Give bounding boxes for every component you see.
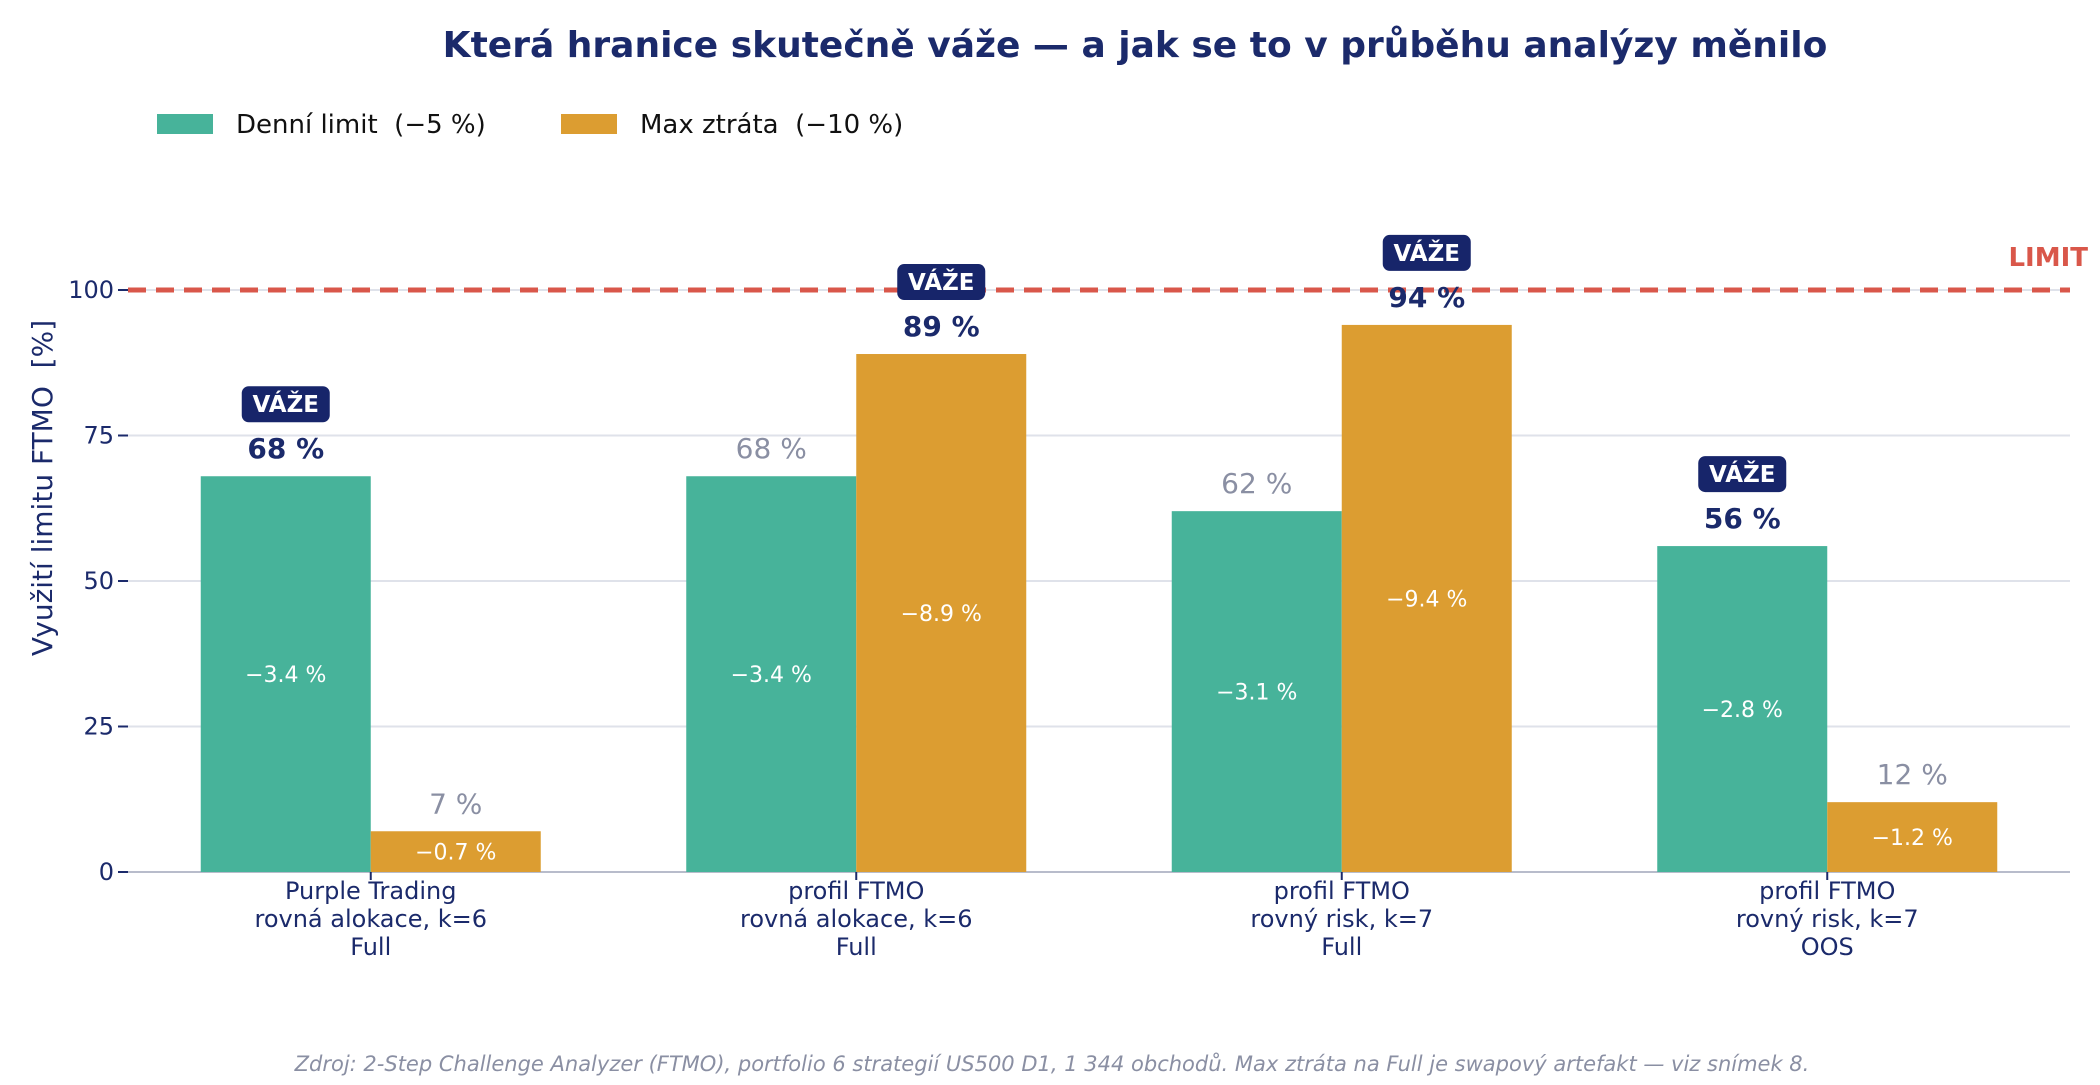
y-axis: 0 25 50 75 100 bbox=[68, 276, 128, 886]
y-tick-label: 0 bbox=[99, 858, 114, 886]
bar-value-label: 56 % bbox=[1704, 502, 1781, 535]
bar-inner-label: −1.2 % bbox=[1872, 826, 1953, 851]
y-axis-label: Využití limitu FTMO [%] bbox=[26, 320, 59, 656]
legend: Denní limit (−5 %) Max ztráta (−10 %) bbox=[157, 110, 903, 140]
category-label: profil FTMO bbox=[788, 877, 924, 905]
category-label: rovný risk, k=7 bbox=[1250, 905, 1433, 933]
bar-inner-label: −3.1 % bbox=[1216, 681, 1297, 706]
category-label: Full bbox=[836, 933, 877, 961]
y-tick-label: 100 bbox=[68, 276, 114, 304]
binding-badge bbox=[241, 386, 330, 423]
category-label: profil FTMO bbox=[1759, 877, 1895, 905]
binding-badge-label: VÁŽE bbox=[253, 390, 319, 418]
category-label: rovná alokace, k=6 bbox=[740, 905, 973, 933]
bar bbox=[1657, 546, 1828, 872]
bar-inner-label: −2.8 % bbox=[1702, 698, 1783, 723]
binding-badge bbox=[1698, 456, 1787, 493]
binding-badge bbox=[897, 264, 986, 301]
binding-badge-label: VÁŽE bbox=[1394, 239, 1460, 267]
bar-value-label: 68 % bbox=[247, 432, 324, 465]
category-label: Purple Trading bbox=[285, 877, 456, 905]
bar bbox=[1341, 324, 1512, 872]
bar-labels: −3.4 % 68 % VÁŽE −0.7 % 7 % −3.4 % 68 % −8.9 % 8… bbox=[241, 234, 1953, 866]
y-tick-label: 75 bbox=[83, 422, 114, 450]
bar bbox=[856, 354, 1027, 872]
category-label: rovná alokace, k=6 bbox=[254, 905, 487, 933]
binding-badge-label: VÁŽE bbox=[908, 268, 974, 296]
binding-badge-label: VÁŽE bbox=[1709, 460, 1775, 488]
bar bbox=[1827, 802, 1998, 872]
bars bbox=[200, 324, 1998, 872]
bar-value-label: 68 % bbox=[736, 432, 807, 465]
bar-inner-label: −8.9 % bbox=[901, 602, 982, 627]
limit-line-group: LIMIT bbox=[128, 243, 2088, 293]
legend-label-daily-limit: Denní limit (−5 %) bbox=[236, 110, 486, 140]
binding-badge bbox=[1382, 234, 1471, 271]
bar-value-label: 89 % bbox=[903, 310, 980, 343]
bar bbox=[1171, 511, 1342, 872]
bar bbox=[370, 831, 541, 872]
chart-title: Která hranice skutečně váže — a jak se t… bbox=[443, 25, 1828, 66]
bar bbox=[686, 476, 857, 872]
bar-value-label: 62 % bbox=[1221, 467, 1292, 500]
bar-inner-label: −9.4 % bbox=[1386, 587, 1467, 612]
y-tick-label: 50 bbox=[83, 567, 114, 595]
legend-swatch-daily-limit bbox=[157, 114, 213, 134]
bar-inner-label: −3.4 % bbox=[731, 663, 812, 688]
category-label: rovný risk, k=7 bbox=[1736, 905, 1919, 933]
bar-value-label: 7 % bbox=[429, 787, 482, 820]
bar bbox=[200, 476, 371, 872]
bar-inner-label: −3.4 % bbox=[245, 663, 326, 688]
bar-inner-label: −0.7 % bbox=[415, 841, 496, 866]
category-label: Full bbox=[350, 933, 391, 961]
category-label: OOS bbox=[1801, 933, 1854, 961]
bar-value-label: 12 % bbox=[1877, 758, 1948, 791]
category-label: Full bbox=[1321, 933, 1362, 961]
legend-swatch-max-loss bbox=[561, 114, 617, 134]
y-tick-label: 25 bbox=[83, 713, 114, 741]
limit-label: LIMIT bbox=[2008, 243, 2088, 273]
source-note: Zdroj: 2-Step Challenge Analyzer (FTMO),… bbox=[294, 1051, 1810, 1076]
legend-label-max-loss: Max ztráta (−10 %) bbox=[640, 110, 903, 140]
category-label: profil FTMO bbox=[1274, 877, 1410, 905]
bar-value-label: 94 % bbox=[1388, 281, 1465, 314]
